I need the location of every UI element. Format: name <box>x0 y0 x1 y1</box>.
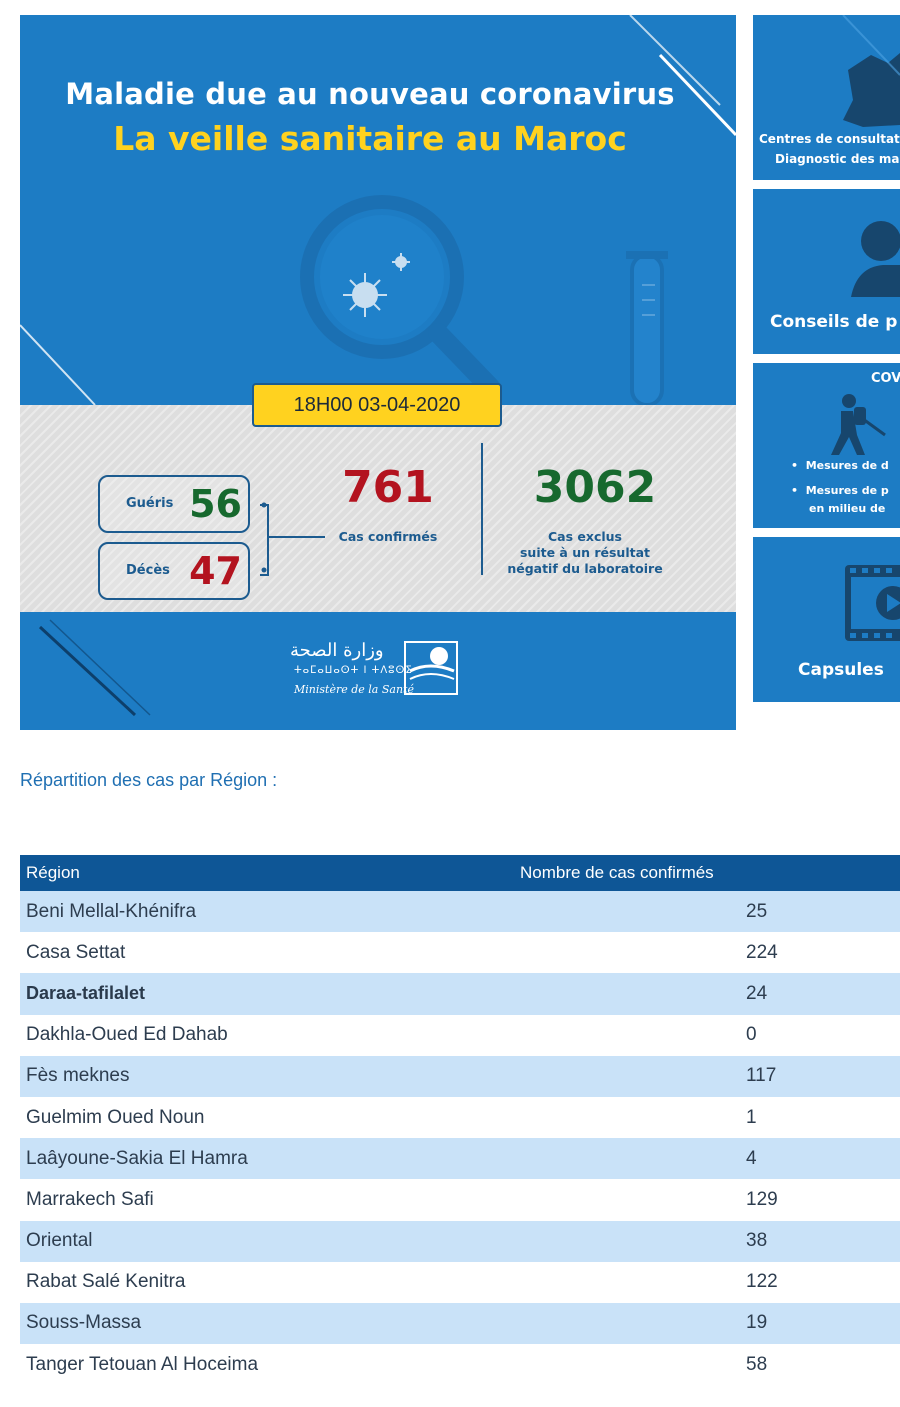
cases-cell: 1 <box>746 1106 757 1128</box>
excluded-count: 3062 <box>533 462 657 513</box>
region-cell: Tanger Tetouan Al Hoceima <box>26 1353 259 1375</box>
table-row: Casa Settat 224 <box>20 932 900 973</box>
table-row: Oriental 38 <box>20 1220 900 1262</box>
deces-label: Décès <box>126 563 170 578</box>
gueris-value: 56 <box>189 482 242 526</box>
column-header-cases: Nombre de cas confirmés <box>520 855 900 891</box>
ministry-name-tifinagh: ⵜⴰⵎⴰⵡⴰⵙⵜ ⵏ ⵜⴷⵓⵙⵉ <box>294 665 413 676</box>
table-row: Marrakech Safi 129 <box>20 1179 900 1220</box>
video-icon <box>845 565 900 641</box>
table-row: Dakhla-Oued Ed Dahab 0 <box>20 1015 900 1056</box>
ministry-name-french: Ministère de la Santé <box>294 683 414 696</box>
cases-cell: 4 <box>520 1138 900 1180</box>
region-cell: Dakhla-Oued Ed Dahab <box>26 1024 228 1046</box>
table-row: Rabat Salé Kenitra 122 <box>20 1262 900 1303</box>
table-row: Fès meknes 117 <box>20 1055 900 1097</box>
sprayer-icon <box>831 394 886 455</box>
cases-cell: 224 <box>746 941 778 963</box>
section-heading: Répartition des cas par Région : <box>20 770 278 790</box>
excluded-label-line3: négatif du laboratoire <box>507 561 663 576</box>
card-covid-measures[interactable]: COV • Mesures de d • Mesures de p en mil… <box>753 363 900 528</box>
table-header-row: Région Nombre de cas confirmés <box>20 855 900 891</box>
excluded-label-line2: suite à un résultat <box>519 545 651 560</box>
table-row: Beni Mellal-Khénifra 25 <box>20 891 900 933</box>
ministry-logo-icon <box>404 641 458 695</box>
card-covid-bullet2-text: Mesures de p <box>805 484 889 497</box>
ministry-name-arabic: وزارة الصحة <box>290 640 384 661</box>
card-advice[interactable]: Conseils de p <box>753 189 900 354</box>
deces-value: 47 <box>189 549 242 593</box>
cases-cell: 122 <box>746 1271 778 1293</box>
table-row: Souss-Massa 19 <box>20 1302 900 1345</box>
region-cell: Marrakech Safi <box>26 1188 154 1210</box>
card-covid-bullet1-text: Mesures de d <box>805 459 889 472</box>
cases-cell: 0 <box>746 1024 757 1046</box>
cases-cell: 58 <box>746 1353 768 1375</box>
region-cell: Souss-Massa <box>20 1302 520 1345</box>
date-badge: 18H00 03-04-2020 <box>252 383 502 427</box>
regions-table: Région Nombre de cas confirmés Beni Mell… <box>20 855 900 1385</box>
cases-cell: 25 <box>520 891 900 933</box>
region-cell: Beni Mellal-Khénifra <box>20 891 520 933</box>
person-icon <box>851 221 900 297</box>
cases-cell: 117 <box>520 1055 900 1097</box>
cases-cell: 19 <box>520 1302 900 1345</box>
region-cell: Guelmim Oued Noun <box>26 1106 205 1128</box>
confirmed-label: Cas confirmés <box>338 529 438 544</box>
card-advice-title: Conseils de p <box>770 312 898 332</box>
card-covid-header: COV <box>871 371 900 386</box>
region-cell: Laâyoune-Sakia El Hamra <box>20 1138 520 1180</box>
gueris-pill: Guéris 56 <box>98 475 250 533</box>
cases-cell: 38 <box>520 1220 900 1262</box>
table-row: Laâyoune-Sakia El Hamra 4 <box>20 1138 900 1180</box>
gueris-label: Guéris <box>126 496 174 511</box>
table-row: Tanger Tetouan Al Hoceima 58 <box>20 1344 900 1385</box>
card-capsules[interactable]: Capsules <box>753 537 900 702</box>
table-row: Daraa-tafilalet 24 <box>20 973 900 1015</box>
excluded-label: Cas exclus suite à un résultat négatif d… <box>490 529 680 577</box>
map-icon <box>842 15 900 127</box>
banner-subtitle: La veille sanitaire au Maroc <box>113 119 627 158</box>
region-cell: Rabat Salé Kenitra <box>26 1271 186 1293</box>
region-cell: Fès meknes <box>20 1055 520 1097</box>
confirmed-count: 761 <box>342 462 434 513</box>
region-cell: Casa Settat <box>26 941 126 963</box>
card-consultation-line1: Centres de consultat <box>759 132 900 146</box>
bracket-lines <box>20 443 736 730</box>
banner-title: Maladie due au nouveau coronavirus <box>65 77 675 111</box>
deces-pill: Décès 47 <box>98 542 250 600</box>
card-covid-bullet2: • Mesures de p <box>791 484 889 497</box>
column-header-region: Région <box>20 855 520 891</box>
card-capsules-title: Capsules <box>798 660 884 680</box>
region-cell: Oriental <box>20 1220 520 1262</box>
region-cell: Daraa-tafilalet <box>20 973 520 1015</box>
card-covid-bullet2-cont: en milieu de <box>809 502 886 515</box>
card-consultation-line2: Diagnostic des ma <box>775 152 900 166</box>
cases-cell: 129 <box>746 1188 778 1210</box>
card-consultation-centers[interactable]: Centres de consultat Diagnostic des ma <box>753 15 900 180</box>
cases-cell: 24 <box>520 973 900 1015</box>
table-row: Guelmim Oued Noun 1 <box>20 1097 900 1138</box>
stats-band <box>20 405 736 627</box>
virus-icon <box>343 253 410 317</box>
card-covid-bullet1: • Mesures de d <box>791 459 889 472</box>
excluded-label-line1: Cas exclus <box>548 529 622 544</box>
covid-banner: Maladie due au nouveau coronavirus La ve… <box>20 15 736 730</box>
